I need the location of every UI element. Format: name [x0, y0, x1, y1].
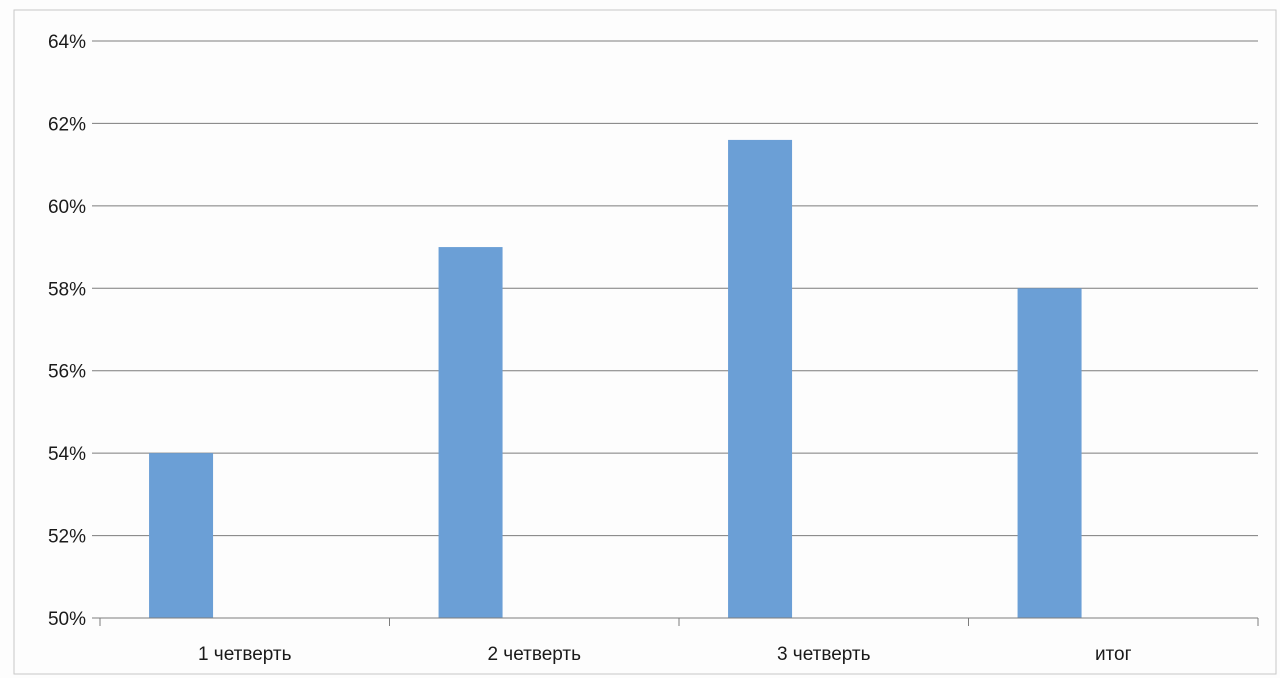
y-tick-label: 52%: [48, 527, 86, 548]
x-category-label: итог: [1095, 644, 1132, 665]
y-tick-label: 60%: [48, 197, 86, 218]
x-axis: [92, 617, 1259, 626]
bar: [728, 139, 793, 618]
bar: [149, 453, 214, 618]
y-tick-label: 58%: [48, 279, 86, 300]
bar: [1017, 288, 1082, 618]
y-tick-label: 64%: [48, 32, 86, 53]
y-tick-label: 56%: [48, 362, 86, 383]
y-tick-label: 50%: [48, 609, 86, 630]
x-axis-tick-labels: 1 четверть 2 четверть 3 четверть итог: [198, 644, 1132, 665]
x-category-label: 1 четверть: [198, 644, 292, 665]
bars: [149, 139, 1082, 619]
y-tick-label: 54%: [48, 444, 86, 465]
bar: [438, 247, 503, 619]
x-category-label: 3 четверть: [777, 644, 871, 665]
y-axis-tick-labels: 50% 52% 54% 56% 58% 60% 62% 64%: [48, 32, 86, 630]
gridlines: [92, 40, 1258, 537]
y-tick-label: 62%: [48, 114, 86, 135]
chart-frame: [13, 9, 1277, 675]
x-category-label: 2 четверть: [487, 644, 581, 665]
